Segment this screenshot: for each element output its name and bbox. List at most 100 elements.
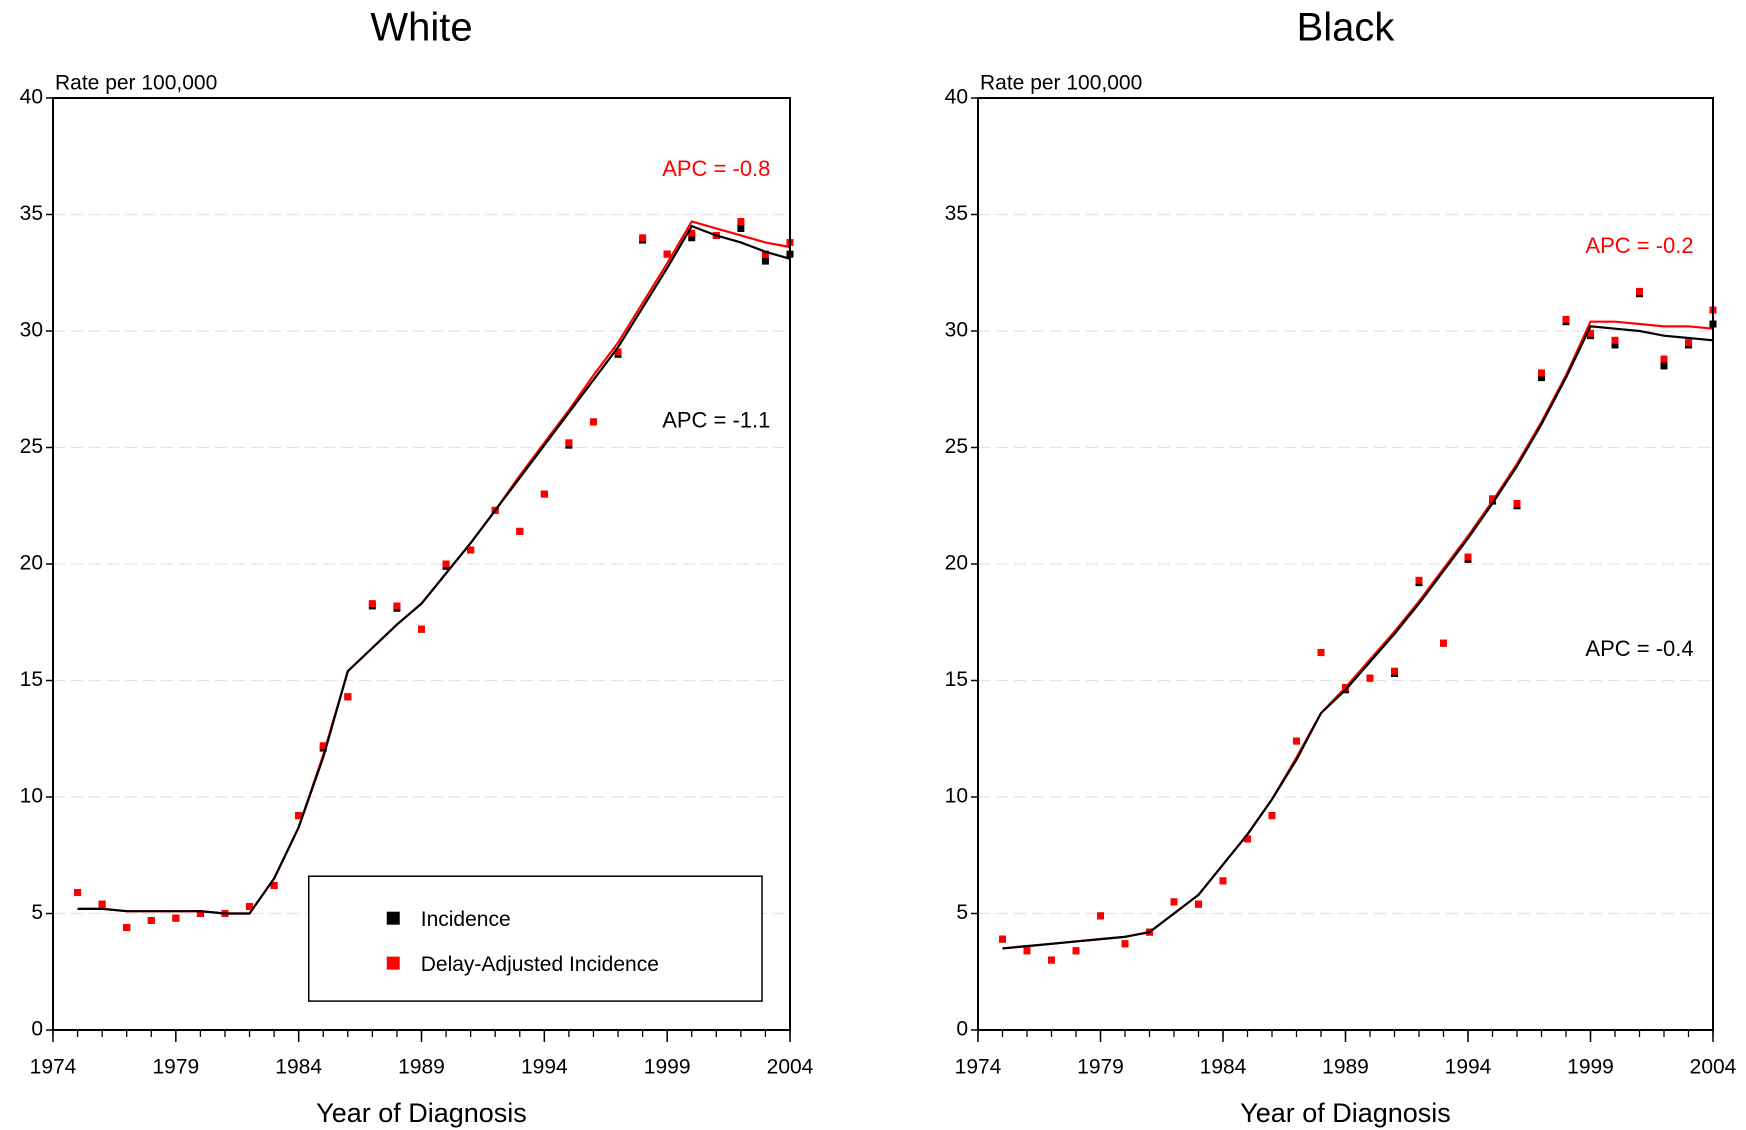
data-point <box>999 935 1006 943</box>
y-tick-label: 30 <box>945 319 968 342</box>
data-point <box>1317 649 1325 657</box>
data-point <box>565 439 573 447</box>
data-point <box>1219 877 1227 885</box>
data-point <box>295 812 303 820</box>
y-tick-label: 40 <box>20 86 43 109</box>
x-tick-label: 1979 <box>152 1056 199 1079</box>
y-tick-label: 0 <box>31 1018 43 1041</box>
data-point <box>246 903 254 911</box>
data-point <box>172 914 180 922</box>
data-point <box>147 916 155 924</box>
data-point <box>319 742 327 750</box>
data-point <box>368 600 376 608</box>
data-point <box>1660 355 1668 363</box>
chart-title: Black <box>1297 6 1396 50</box>
x-tick-label: 1999 <box>1567 1056 1614 1079</box>
data-point <box>98 900 106 908</box>
data-point <box>1611 341 1619 349</box>
legend-label: Incidence <box>421 908 511 931</box>
data-point <box>1587 329 1594 337</box>
y-axis-label: Rate per 100,000 <box>980 72 1142 95</box>
x-tick-label: 1974 <box>30 1056 77 1079</box>
annotation: APC = -1.1 <box>662 408 770 433</box>
x-tick-label: 1989 <box>1322 1056 1369 1079</box>
y-tick-label: 15 <box>20 668 43 691</box>
data-point <box>737 217 745 225</box>
fit-line <box>77 224 791 915</box>
data-point <box>1072 947 1080 955</box>
data-point <box>1293 737 1300 745</box>
data-point <box>1121 940 1129 948</box>
data-point <box>1023 947 1031 955</box>
data-point <box>1489 495 1496 503</box>
x-axis-label: Year of Diagnosis <box>1240 1098 1451 1128</box>
legend-box <box>307 875 763 1002</box>
y-tick-label: 10 <box>945 785 968 808</box>
fit-line <box>77 220 791 915</box>
data-point <box>1244 835 1251 843</box>
chart-title: White <box>370 6 472 50</box>
x-tick-label: 1999 <box>644 1056 691 1079</box>
x-tick-label: 1984 <box>275 1056 322 1079</box>
legend-swatch <box>386 911 400 925</box>
y-tick-label: 10 <box>20 785 43 808</box>
y-tick-label: 30 <box>20 319 43 342</box>
x-tick-label: 1994 <box>521 1056 568 1079</box>
data-point <box>1268 812 1276 820</box>
x-tick-label: 1979 <box>1077 1056 1124 1079</box>
annotation: APC = -0.2 <box>1585 233 1693 258</box>
data-point <box>639 234 647 242</box>
data-point <box>1685 339 1692 347</box>
data-point <box>442 560 450 568</box>
data-point <box>1464 553 1472 561</box>
data-point <box>540 490 548 498</box>
legend-label: Delay-Adjusted Incidence <box>421 953 659 976</box>
y-axis-label: Rate per 100,000 <box>55 72 217 95</box>
data-point <box>270 882 278 890</box>
data-point <box>1391 667 1398 675</box>
y-tick-label: 15 <box>945 668 968 691</box>
data-point <box>393 602 401 610</box>
x-tick-label: 1974 <box>955 1056 1002 1079</box>
data-point <box>1538 369 1545 377</box>
data-point <box>418 625 425 633</box>
y-tick-label: 25 <box>20 435 43 458</box>
data-point <box>1195 900 1202 908</box>
data-point <box>344 693 352 701</box>
data-point <box>589 418 597 426</box>
data-point <box>1513 499 1521 507</box>
data-point <box>1415 576 1423 584</box>
data-point <box>1562 315 1570 323</box>
data-point <box>196 910 204 917</box>
y-tick-label: 0 <box>956 1018 968 1041</box>
data-point <box>467 546 475 554</box>
plot-frame <box>52 97 791 1031</box>
data-point <box>737 224 745 232</box>
x-tick-label: 2004 <box>767 1056 814 1079</box>
y-tick-label: 5 <box>31 901 43 924</box>
data-point <box>1538 374 1545 382</box>
y-tick-label: 25 <box>945 435 968 458</box>
data-point <box>1660 362 1668 370</box>
x-tick-label: 2004 <box>1690 1056 1737 1079</box>
y-tick-label: 35 <box>20 202 43 225</box>
legend-swatch <box>386 956 400 970</box>
data-point <box>1048 956 1055 964</box>
data-point <box>1636 287 1643 295</box>
data-point <box>1097 912 1104 920</box>
data-point <box>688 234 696 242</box>
y-tick-label: 40 <box>945 86 968 109</box>
annotation: APC = -0.8 <box>662 156 770 181</box>
annotation: APC = -0.4 <box>1585 636 1693 661</box>
x-tick-label: 1984 <box>1200 1056 1247 1079</box>
plot-frame <box>977 97 1714 1031</box>
x-tick-label: 1994 <box>1445 1056 1492 1079</box>
data-point <box>1366 674 1374 682</box>
data-point <box>688 229 696 237</box>
data-point <box>614 348 622 356</box>
y-tick-label: 35 <box>945 202 968 225</box>
data-point <box>123 923 131 931</box>
y-tick-label: 20 <box>945 552 968 575</box>
